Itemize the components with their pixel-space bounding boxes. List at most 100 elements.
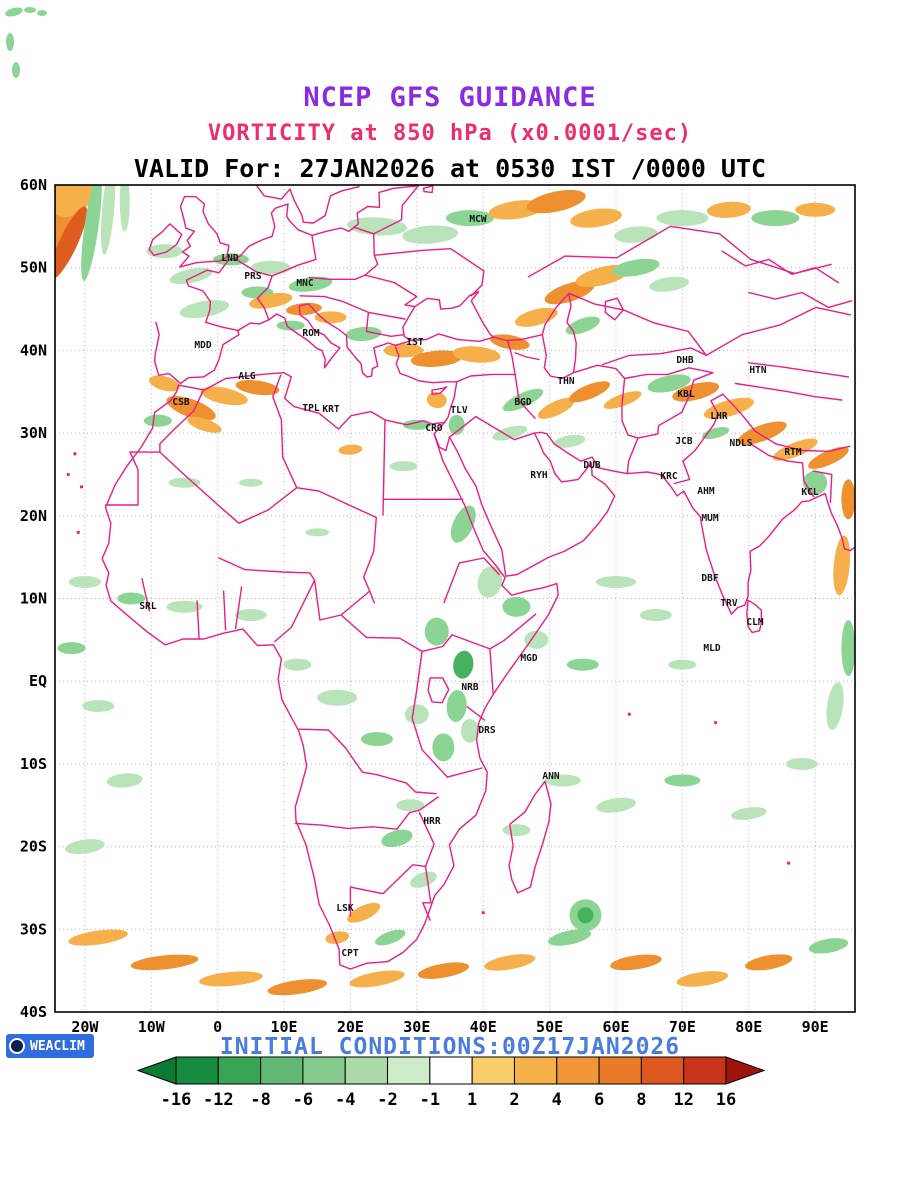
- boundary-line: [448, 415, 535, 441]
- axis-labels: 60N 50N 40N 30N 20N 10N EQ 10S 20S 30S 40S 20W 10W 0 1…: [20, 176, 829, 1036]
- corner-speck: [12, 62, 20, 78]
- colorbar-tick-label: -1: [420, 1090, 440, 1110]
- colorbar-tick-label: -6: [293, 1090, 313, 1110]
- vorticity-blob: [826, 682, 844, 730]
- station-label-clm: CLM: [746, 617, 763, 628]
- vorticity-blob: [238, 478, 263, 487]
- vorticity-blob: [234, 609, 267, 622]
- boundary-line: [705, 306, 852, 357]
- boundary-line: [373, 185, 419, 235]
- boundary-line: [271, 234, 317, 277]
- boundary-line: [153, 303, 412, 385]
- vorticity-blob: [524, 630, 549, 649]
- vorticity-shading: [55, 185, 855, 996]
- station-label-hrr: HRR: [423, 816, 440, 827]
- boundary-line: [313, 579, 371, 621]
- station-label-thn: THN: [557, 376, 574, 387]
- vorticity-blob: [130, 954, 199, 971]
- boundary-line: [353, 226, 379, 276]
- colorbar-tick-label: 16: [716, 1090, 736, 1110]
- station-label-krt: KRT: [322, 404, 339, 415]
- vorticity-blob: [647, 374, 691, 393]
- corner-speck: [5, 7, 23, 17]
- station-label-ryh: RYH: [530, 470, 547, 481]
- y-axis-label: 60N: [20, 176, 47, 194]
- boundary-line: [148, 223, 183, 256]
- vorticity-blob: [514, 307, 558, 327]
- vorticity-blob: [68, 929, 128, 946]
- vorticity-blob: [100, 185, 116, 255]
- corner-speck: [37, 10, 47, 16]
- contour-speckles: [66, 452, 791, 915]
- y-axis-label: 40S: [20, 1003, 47, 1021]
- vorticity-blob: [347, 902, 381, 923]
- boundary-line: [734, 382, 843, 401]
- station-label-dbf: DBF: [701, 573, 718, 584]
- vorticity-blob: [502, 824, 531, 837]
- boundary-line: [508, 780, 552, 894]
- boundary-line: [179, 195, 230, 268]
- station-label-lhr: LHR: [710, 411, 727, 422]
- boundary-line: [422, 185, 434, 194]
- boundary-line: [402, 291, 495, 342]
- vorticity-blob: [477, 566, 503, 598]
- vorticity-blob: [117, 592, 146, 605]
- x-axis-label: 40E: [470, 1018, 497, 1036]
- vorticity-blob: [432, 733, 455, 762]
- vorticity-blob: [703, 397, 754, 419]
- boundary-line: [272, 374, 298, 489]
- x-axis-label: 10W: [138, 1018, 166, 1036]
- boundary-line: [234, 586, 243, 629]
- vorticity-blob: [730, 807, 767, 820]
- colorbar-segment: [640, 1056, 685, 1085]
- station-label-tlv: TLV: [450, 405, 467, 416]
- vorticity-blob: [349, 970, 405, 988]
- chart-subtitle: VORTICITY at 850 hPa (x0.0001/sec): [207, 121, 693, 146]
- boundary-line: [448, 431, 855, 615]
- x-axis-label: 80E: [735, 1018, 762, 1036]
- vorticity-blob: [577, 907, 594, 924]
- boundary-line: [446, 767, 483, 778]
- station-label-srl: SRL: [139, 601, 156, 612]
- station-label-rtm: RTM: [784, 447, 801, 458]
- boundary-line: [443, 557, 500, 604]
- vorticity-blob: [106, 773, 143, 788]
- colorbar-segment: [598, 1056, 642, 1085]
- station-label-mcw: MCW: [469, 214, 486, 225]
- boundary-line: [411, 650, 449, 778]
- boundary-line: [308, 274, 395, 284]
- boundary-line: [205, 321, 240, 332]
- vorticity-blob: [55, 185, 95, 217]
- vorticity-blob: [146, 244, 183, 259]
- boundary-line: [748, 291, 853, 309]
- vorticity-blob: [502, 388, 544, 412]
- valid-time-line: VALID For: 27JAN2026 at 0530 IST /0000 U…: [133, 154, 767, 183]
- station-label-ann: ANN: [542, 771, 559, 782]
- vorticity-blob: [381, 829, 413, 848]
- station-label-nrb: NRB: [461, 682, 478, 693]
- boundary-line: [748, 442, 815, 498]
- station-label-prs: PRS: [244, 271, 261, 282]
- vorticity-blob: [610, 954, 662, 971]
- vorticity-blob: [751, 210, 800, 227]
- colorbar-segment: [513, 1056, 558, 1085]
- colorbar-tick-label: 1: [467, 1090, 477, 1110]
- vorticity-blob: [568, 381, 611, 403]
- vorticity-blob: [639, 609, 672, 622]
- vorticity-blob: [553, 434, 586, 448]
- vorticity-blob: [544, 280, 595, 305]
- boundary-line: [673, 393, 724, 485]
- station-label-krc: KRC: [660, 471, 677, 482]
- boundary-line: [812, 470, 833, 504]
- station-labels: MCW LND PRS MNC ROM IST MDD ALG CSB TPL KRT TLV CRO B…: [139, 214, 818, 959]
- vorticity-blob: [424, 617, 449, 646]
- colorbar-tick-label: -16: [161, 1090, 192, 1110]
- speckle: [713, 720, 718, 725]
- vorticity-blob: [119, 185, 130, 232]
- vorticity-blob: [179, 300, 230, 319]
- vorticity-blob: [426, 391, 447, 409]
- weaclim-logo-badge: WEACLIM: [6, 1034, 94, 1058]
- speckle: [73, 452, 77, 456]
- colorbar-segment: [175, 1056, 219, 1085]
